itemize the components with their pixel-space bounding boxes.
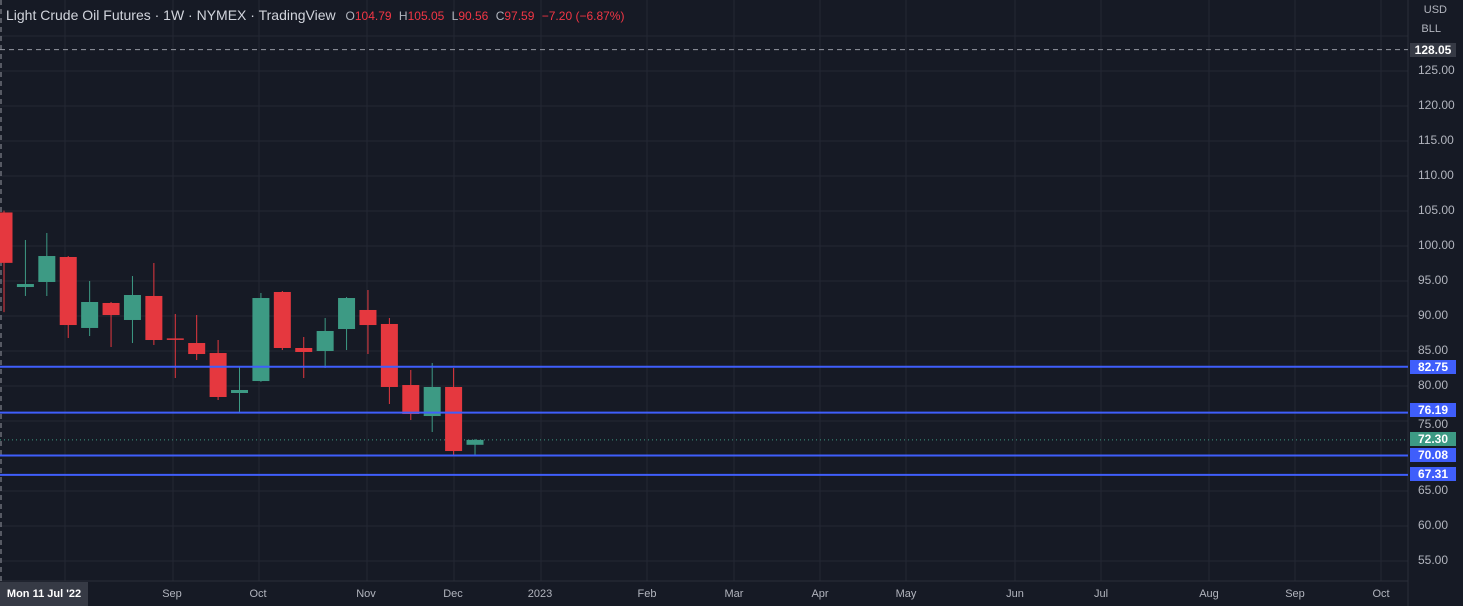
price-tick-label: 60.00 [1418, 518, 1449, 532]
level-price-tag: 70.08 [1410, 448, 1456, 462]
open-label: O [345, 9, 355, 23]
price-tick-label: 90.00 [1418, 308, 1449, 322]
candle-up [81, 302, 99, 328]
time-tick-label: May [895, 588, 917, 600]
candle-down [380, 323, 398, 387]
candle-down [0, 212, 13, 263]
price-tick-label: 125.00 [1418, 63, 1455, 77]
unit-label[interactable]: BLL [1421, 23, 1441, 35]
chart-legend: Light Crude Oil Futures · 1W · NYMEX · T… [6, 7, 628, 23]
price-tick-label: 110.00 [1418, 168, 1454, 182]
level-price-tag: 67.31 [1410, 467, 1456, 481]
candle-up [16, 284, 34, 288]
level-price-tag: 76.19 [1410, 403, 1456, 417]
candle-down [188, 343, 206, 355]
time-tick-label: Jul [1093, 588, 1109, 600]
price-tick-label: 105.00 [1418, 203, 1455, 217]
candle-up [252, 298, 270, 382]
change-value: −7.20 (−6.87%) [541, 9, 625, 23]
candle-up [466, 439, 484, 445]
time-tick-label: Sep [162, 588, 182, 600]
time-tick-label: Apr [811, 588, 829, 600]
candle-down [445, 386, 463, 452]
time-tick-label: Jun [1006, 588, 1024, 600]
price-tick-label: 115.00 [1418, 133, 1454, 147]
time-tick-label: Oct [1372, 588, 1390, 600]
high-label: H [398, 9, 408, 23]
time-tick-label: Sep [1285, 588, 1305, 600]
candle-down [166, 338, 184, 340]
candle-up [338, 298, 356, 330]
currency-label[interactable]: USD [1423, 4, 1447, 16]
candle-up [316, 330, 334, 351]
candle-up [38, 256, 56, 282]
candle-up [423, 386, 441, 417]
time-tick-label: Oct [249, 588, 267, 600]
candle-down [209, 353, 227, 397]
low-value: 90.56 [458, 9, 489, 23]
candle-down [273, 291, 291, 348]
high-value: 105.05 [407, 9, 445, 23]
symbol-title[interactable]: Light Crude Oil Futures · 1W · NYMEX · T… [6, 7, 336, 23]
price-tick-label: 100.00 [1418, 238, 1455, 252]
price-tick-label: 75.00 [1418, 417, 1449, 431]
low-label: L [451, 9, 459, 23]
time-tick-label: Dec [443, 588, 463, 600]
candle-up [231, 389, 249, 393]
time-tick-label: Nov [356, 588, 376, 600]
crosshair-price-tag: 128.05 [1410, 42, 1456, 57]
ohlc-values: O104.79 H105.05 L90.56 C97.59 −7.20 (−6.… [346, 9, 629, 23]
time-tick-label: Aug [1199, 588, 1219, 600]
candle-down [102, 302, 120, 316]
time-tick-label: Mar [724, 588, 744, 600]
last-price-tag: 72.30 [1410, 432, 1456, 446]
time-tick-label: 2023 [527, 588, 553, 600]
price-tick-label: 65.00 [1418, 483, 1449, 497]
open-value: 104.79 [354, 9, 392, 23]
candle-up [123, 295, 141, 320]
close-value: 97.59 [504, 9, 535, 23]
level-price-tag: 82.75 [1410, 359, 1456, 374]
candle-down [145, 295, 163, 341]
time-tick-label: Feb [637, 588, 657, 600]
candle-down [59, 256, 77, 326]
price-tick-label: 80.00 [1418, 378, 1449, 392]
price-tick-label: 55.00 [1418, 553, 1449, 567]
candle-down [359, 309, 377, 326]
price-tick-label: 120.00 [1418, 98, 1455, 112]
price-tick-label: 85.00 [1418, 343, 1449, 357]
candle-down [402, 385, 420, 414]
crosshair-date-label: Mon 11 Jul '22 [0, 582, 88, 606]
close-label: C [495, 9, 505, 23]
price-tick-label: 95.00 [1418, 273, 1449, 287]
candle-down [295, 347, 313, 352]
